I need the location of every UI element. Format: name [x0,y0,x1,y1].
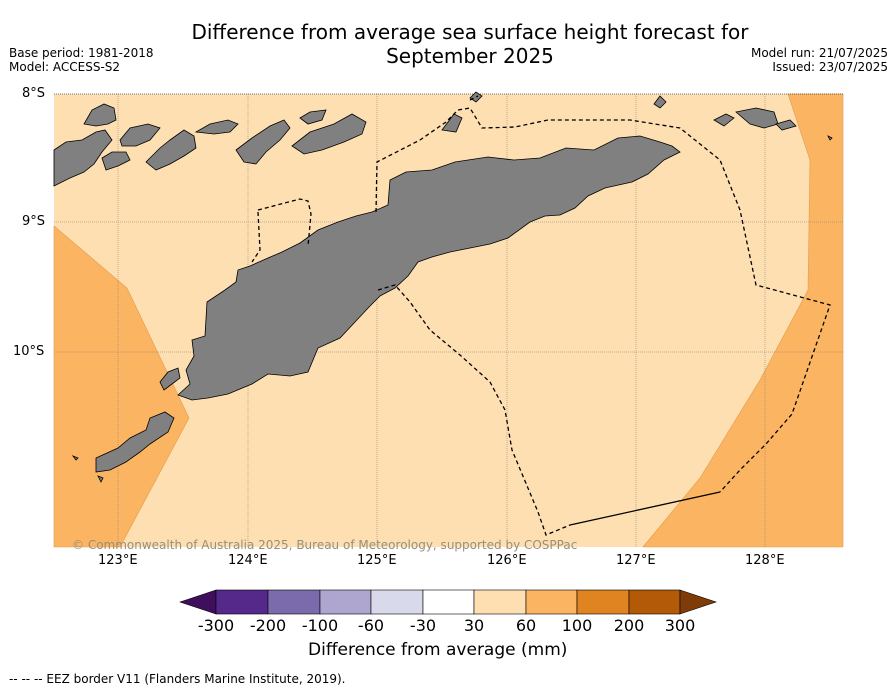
colorbar-tick: 60 [515,616,537,635]
ndao-island [97,475,104,483]
base-period: Base period: 1981-2018 [9,46,154,60]
meta-left: Base period: 1981-2018 Model: ACCESS-S2 [9,46,154,74]
lat-label-10s: 10°S [13,344,45,359]
lakor-island [775,119,797,131]
colorbar-extend-max [679,589,717,615]
lon-label-128e: 128°E [745,553,785,568]
lon-label-126e: 126°E [487,553,527,568]
colorbar-tick: -60 [357,616,385,635]
lon-label-123e: 123°E [98,553,138,568]
liran-island [299,109,327,125]
leti-island [713,113,735,127]
timor-island [177,135,681,401]
eez-border-solid [569,491,721,526]
meta-right: Model run: 21/07/2025 Issued: 23/07/2025 [751,46,888,74]
colorbar-label: Difference from average (mm) [308,640,568,660]
semau-island [159,367,181,391]
colorbar-tick: -300 [197,616,235,635]
eez-border [251,95,831,536]
romang-island [469,91,483,103]
colorbar-tick: 300 [664,616,696,635]
colorbar-tick: 200 [613,616,645,635]
lon-label-127e: 127°E [616,553,656,568]
lembata-island [83,103,117,127]
model-name: Model: ACCESS-S2 [9,60,121,74]
lat-label-9s: 9°S [22,214,46,229]
title-line-2: September 2025 [386,44,554,68]
alor-island [194,119,239,135]
colorbar-tick: -100 [301,616,339,635]
sea-high-region-right [642,93,844,548]
land-masses [53,91,833,483]
colorbar-seg-6 [473,589,527,615]
atauro-island [441,113,463,133]
colorbar-extend-min [179,589,217,615]
wetar-island [291,113,367,155]
lon-label-125e: 125°E [357,553,397,568]
colorbar-seg-9 [628,589,681,615]
colorbar-seg-7 [525,589,578,615]
colorbar-seg-2 [267,589,321,615]
colorbar-tick: -200 [249,616,287,635]
colorbar-tick: 100 [561,616,593,635]
issued-date: Issued: 23/07/2025 [772,60,888,74]
wetar-west-island [235,119,291,165]
colorbar [179,589,717,615]
rote-island [95,411,175,473]
colorbar-tick: -30 [409,616,437,635]
pantar-island [145,129,197,171]
small-islet [71,455,79,461]
lat-label-8s: 8°S [22,86,46,101]
title-line-1: Difference from average sea surface heig… [191,20,749,44]
flores-island [53,129,113,187]
colorbar-seg-5 [422,589,475,615]
solor-island [101,151,131,171]
model-run: Model run: 21/07/2025 [750,46,888,60]
adonara-island [119,123,161,147]
map-title: Difference from average sea surface heig… [170,20,770,68]
colorbar-tick: 30 [463,616,485,635]
damar-island [653,95,667,109]
sea-high-region-left [53,225,190,548]
colorbar-seg-1 [215,589,269,615]
colorbar-seg-4 [370,589,424,615]
lon-label-124e: 124°E [228,553,268,568]
colorbar-seg-8 [576,589,630,615]
small-islet-2 [827,135,833,141]
colorbar-seg-3 [319,589,372,615]
eez-footnote: -- -- -- EEZ border V11 (Flanders Marine… [9,672,346,686]
copyright-text: © Commonwealth of Australia 2025, Bureau… [72,538,578,552]
